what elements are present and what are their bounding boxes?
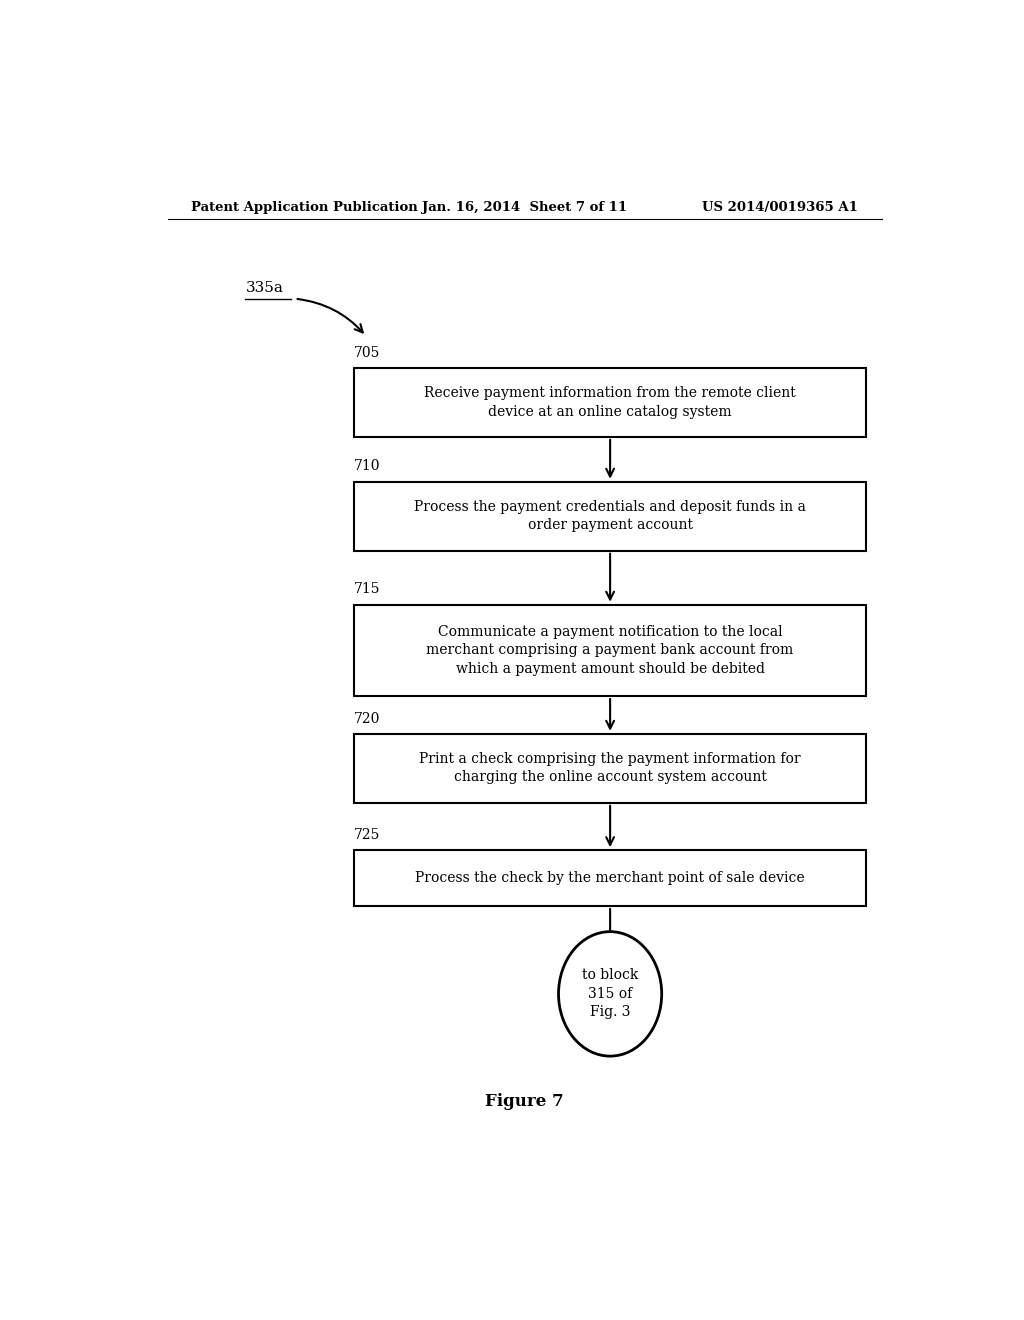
FancyBboxPatch shape <box>354 850 866 906</box>
Ellipse shape <box>558 932 662 1056</box>
Text: 725: 725 <box>354 828 381 842</box>
FancyBboxPatch shape <box>354 482 866 550</box>
FancyBboxPatch shape <box>354 368 866 437</box>
Text: Communicate a payment notification to the local
merchant comprising a payment ba: Communicate a payment notification to th… <box>426 624 794 676</box>
Text: Jan. 16, 2014  Sheet 7 of 11: Jan. 16, 2014 Sheet 7 of 11 <box>422 201 628 214</box>
Text: 720: 720 <box>354 711 381 726</box>
Text: to block
315 of
Fig. 3: to block 315 of Fig. 3 <box>582 969 638 1019</box>
Text: 715: 715 <box>354 582 381 597</box>
Text: 705: 705 <box>354 346 381 359</box>
FancyBboxPatch shape <box>354 605 866 696</box>
Text: Print a check comprising the payment information for
charging the online account: Print a check comprising the payment inf… <box>419 752 801 784</box>
Text: US 2014/0019365 A1: US 2014/0019365 A1 <box>702 201 858 214</box>
Text: Process the payment credentials and deposit funds in a
order payment account: Process the payment credentials and depo… <box>414 500 806 532</box>
Text: Patent Application Publication: Patent Application Publication <box>191 201 418 214</box>
Text: 710: 710 <box>354 459 381 474</box>
Text: Receive payment information from the remote client
device at an online catalog s: Receive payment information from the rem… <box>424 387 796 418</box>
Text: 335a: 335a <box>246 281 284 296</box>
Text: Figure 7: Figure 7 <box>485 1093 564 1110</box>
FancyBboxPatch shape <box>354 734 866 803</box>
Text: Process the check by the merchant point of sale device: Process the check by the merchant point … <box>416 871 805 884</box>
